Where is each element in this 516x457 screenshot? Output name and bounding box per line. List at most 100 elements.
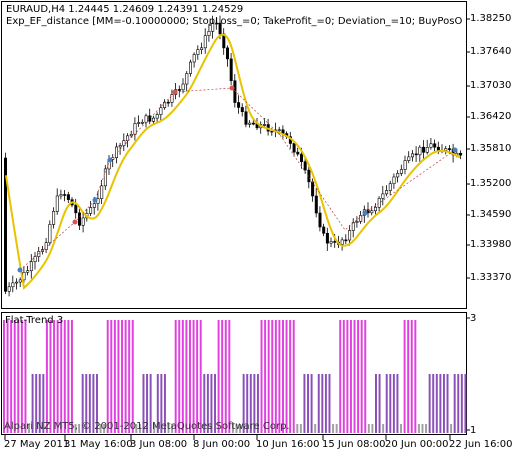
histogram-bar	[256, 374, 259, 433]
histogram-bar	[396, 374, 399, 433]
histogram-bar	[428, 374, 431, 433]
price-tick: 1.37030	[470, 80, 512, 91]
histogram-bar	[135, 424, 138, 433]
histogram-bar	[106, 320, 109, 433]
histogram-bar	[81, 374, 84, 433]
price-tick: 1.35200	[470, 178, 512, 189]
candle-body	[407, 156, 411, 161]
histogram-bar	[375, 374, 377, 433]
histogram-bar	[249, 374, 252, 433]
candle-body	[340, 239, 344, 245]
subchart-tick: 1	[470, 425, 477, 436]
candle-body	[118, 145, 122, 148]
histogram-bar	[128, 320, 131, 433]
price-tick: 1.38250	[470, 13, 512, 24]
trade-marker	[72, 219, 78, 225]
candle-body	[388, 183, 392, 191]
histogram-bar	[10, 320, 13, 433]
candle-body	[66, 194, 70, 200]
histogram-bar	[364, 320, 367, 433]
histogram-bar	[3, 320, 5, 433]
candle-body	[251, 122, 255, 125]
trade-marker	[107, 157, 113, 163]
candle-body	[296, 151, 300, 155]
histogram-bar	[335, 424, 338, 433]
histogram-bar	[299, 424, 302, 433]
candle-body	[311, 181, 315, 197]
histogram-bar	[181, 320, 184, 433]
candle-body	[392, 176, 396, 185]
candle-body	[55, 195, 59, 212]
candle-body	[303, 161, 307, 171]
time-tick: 10 Jun 16:00	[256, 439, 320, 450]
histogram-bar	[278, 320, 281, 433]
candle-body	[200, 47, 204, 50]
trade-marker	[229, 85, 235, 91]
candle-body	[207, 30, 211, 36]
candle-body	[11, 282, 15, 288]
histogram-bar	[253, 374, 256, 433]
candle-body	[344, 239, 348, 242]
histogram-bar	[414, 320, 417, 433]
candle-body	[433, 143, 437, 148]
candle-body	[203, 35, 207, 49]
candle-body	[18, 279, 22, 283]
trade-marker	[92, 197, 98, 203]
histogram-bar	[457, 374, 460, 433]
candle-body	[129, 134, 133, 137]
time-tick: 31 May 16:00	[64, 439, 133, 450]
histogram-bar	[285, 320, 288, 433]
histogram-bar	[324, 374, 327, 433]
histogram-bar	[189, 320, 191, 433]
symbol-header: EURAUD,H4 1.24445 1.24609 1.24391 1.2452…	[6, 4, 244, 15]
candle-body	[122, 140, 126, 146]
histogram-bar	[117, 320, 120, 433]
histogram-bar	[214, 374, 217, 433]
candle-body	[196, 49, 200, 55]
histogram-bar	[67, 320, 70, 433]
candle-body	[381, 193, 385, 199]
candle-body	[189, 61, 193, 74]
main-pane	[1, 1, 467, 309]
histogram-bar	[303, 374, 306, 433]
candle-body	[163, 101, 167, 109]
histogram-bar	[49, 320, 52, 433]
candle-body	[348, 230, 352, 241]
candle-body	[359, 215, 363, 222]
histogram-bar	[421, 424, 424, 433]
time-tick: 3 Jun 08:00	[130, 439, 188, 450]
trade-marker	[17, 267, 23, 273]
candle-body	[325, 232, 329, 244]
histogram-bar	[131, 320, 134, 433]
histogram-bar	[314, 424, 317, 433]
candle-body	[170, 94, 174, 103]
histogram-bar	[339, 320, 342, 433]
histogram-bar	[439, 374, 442, 433]
histogram-bar	[389, 374, 392, 433]
histogram-bar	[460, 374, 463, 433]
histogram-bar	[317, 374, 320, 433]
histogram-bar	[103, 424, 106, 433]
histogram-bar	[217, 320, 220, 433]
histogram-bar	[292, 320, 295, 433]
candle-body	[333, 241, 337, 243]
histogram-bar	[196, 320, 199, 433]
histogram-bar	[442, 374, 445, 433]
candle-body	[444, 148, 448, 151]
histogram-bar	[138, 424, 141, 433]
candle-body	[414, 153, 418, 156]
histogram-bar	[28, 424, 31, 433]
price-tick: 1.37640	[470, 46, 512, 57]
histogram-bar	[417, 424, 420, 433]
histogram-bar	[246, 374, 249, 433]
histogram-bar	[403, 320, 406, 433]
histogram-bar	[70, 320, 73, 433]
candle-body	[329, 241, 333, 244]
histogram-bar	[367, 424, 370, 433]
histogram-bar	[146, 374, 149, 433]
histogram-bar	[45, 320, 48, 433]
histogram-bar	[88, 374, 91, 433]
trade-path-line	[19, 87, 456, 271]
histogram-bar	[346, 320, 349, 433]
histogram-bar	[332, 424, 335, 433]
